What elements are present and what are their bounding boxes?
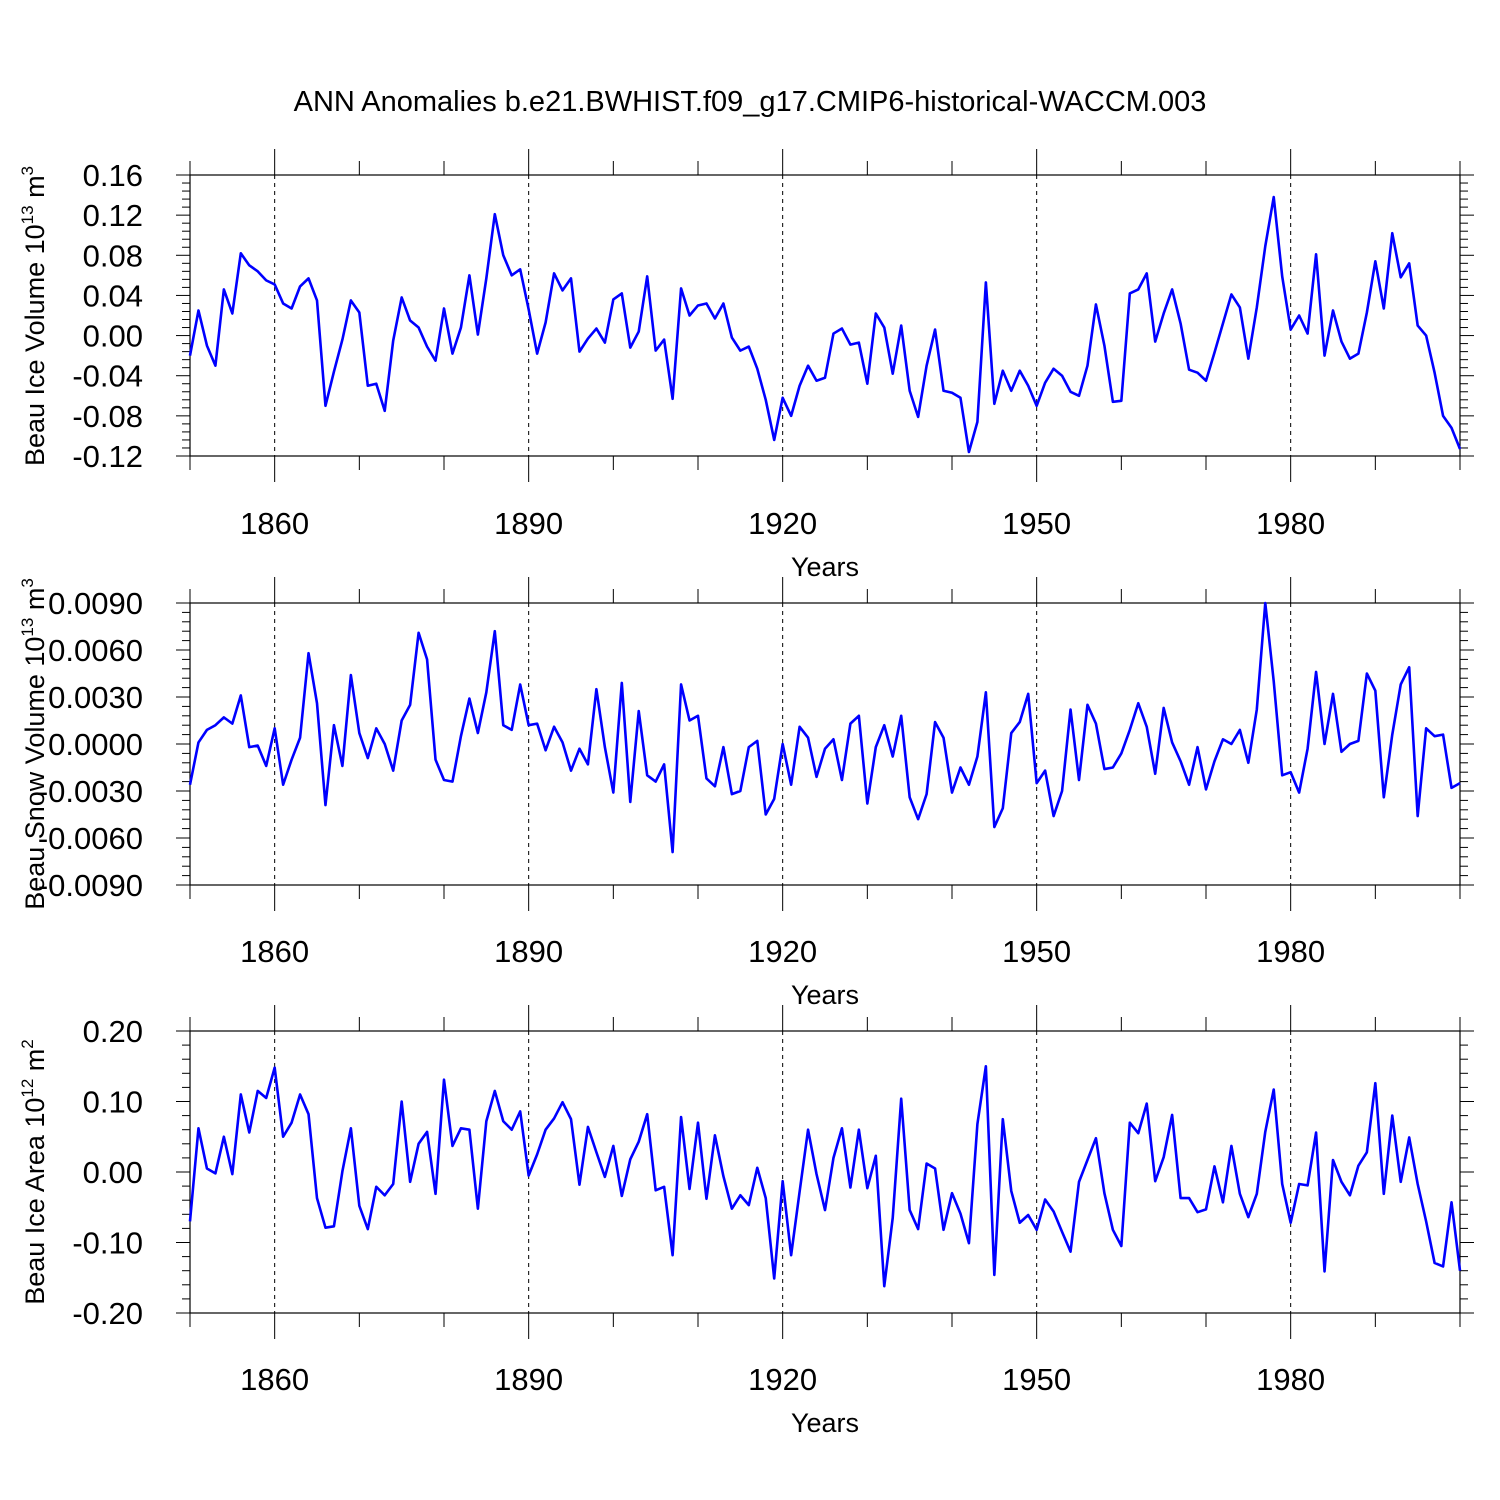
x-tick-label: 1980: [1256, 506, 1325, 541]
plot-frame: [189, 174, 1461, 457]
y-axis-title: Beau Ice Volume 1013 m3: [18, 166, 50, 466]
x-axis-title: Years: [791, 980, 859, 1010]
y-tick-label: -0.20: [72, 1296, 143, 1331]
figure-title: ANN Anomalies b.e21.BWHIST.f09_g17.CMIP6…: [294, 86, 1207, 118]
x-tick-label: 1920: [748, 1362, 817, 1397]
x-tick-label: 1920: [748, 506, 817, 541]
x-tick-label: 1950: [1002, 506, 1071, 541]
y-tick-label: 0.00: [83, 319, 143, 354]
y-axis-title: Beau Snow Volume 1013 m3: [18, 578, 50, 910]
x-tick-label: 1980: [1256, 934, 1325, 969]
y-tick-label: 0.16: [83, 158, 143, 193]
y-tick-label: -0.0060: [38, 821, 143, 856]
y-tick-label: 0.00: [83, 1155, 143, 1190]
y-tick-label: 0.0060: [48, 633, 143, 668]
x-axis-title: Years: [791, 552, 859, 582]
panel-snow-volume: 1860 1890 1920 1950 1980 Years 0.0090 0.0060 0.0…: [18, 577, 1474, 1010]
x-tick-label: 1860: [240, 934, 309, 969]
panel-ice-volume: 1860 1890 1920 1950 1980 Years 0.16 0.12 0.08 0.0…: [18, 149, 1474, 582]
y-tick-label: 0.12: [83, 198, 143, 233]
y-tick-label: -0.0030: [38, 774, 143, 809]
y-tick-label: -0.0090: [38, 868, 143, 903]
y-axis-title: Beau Ice Area 1012 m2: [18, 1039, 50, 1305]
x-tick-label: 1890: [494, 1362, 563, 1397]
x-tick-label: 1890: [494, 934, 563, 969]
x-tick-label: 1950: [1002, 1362, 1071, 1397]
x-tick-label: 1950: [1002, 934, 1071, 969]
y-tick-label: -0.12: [72, 439, 143, 474]
y-tick-label: 0.20: [83, 1014, 143, 1049]
y-tick-label: 0.04: [83, 278, 143, 313]
y-tick-label: 0.0000: [48, 727, 143, 762]
y-tick-label: 0.0090: [48, 586, 143, 621]
series-line: [188, 1064, 1462, 1288]
x-tick-label: 1860: [240, 506, 309, 541]
x-tick-label: 1980: [1256, 1362, 1325, 1397]
x-tick-label: 1860: [240, 1362, 309, 1397]
x-axis-title: Years: [791, 1408, 859, 1438]
y-tick-label: -0.04: [72, 359, 143, 394]
x-tick-label: 1920: [748, 934, 817, 969]
series-line: [188, 195, 1462, 454]
y-tick-label: 0.08: [83, 238, 143, 273]
x-tick-label: 1890: [494, 506, 563, 541]
panel-ice-area: 1860 1890 1920 1950 1980 Years 0.20 0.10 0.00 -0.…: [18, 1005, 1474, 1438]
y-tick-label: -0.08: [72, 399, 143, 434]
series-line: [188, 601, 1461, 854]
y-tick-label: 0.10: [83, 1085, 143, 1120]
y-tick-label: -0.10: [72, 1226, 143, 1261]
y-tick-label: 0.0030: [48, 680, 143, 715]
